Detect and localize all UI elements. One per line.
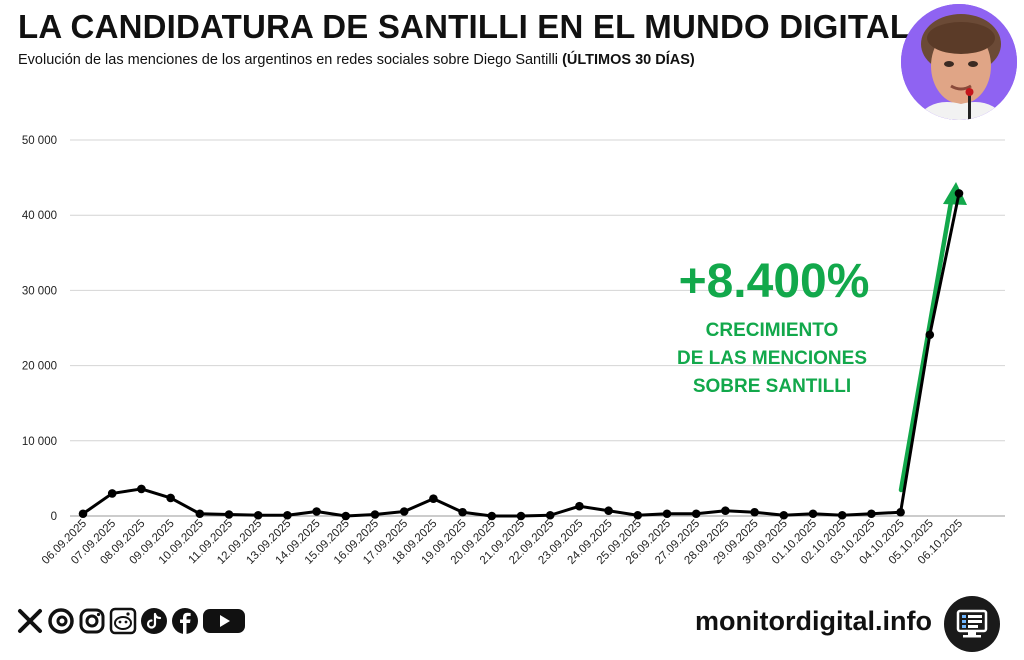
- data-point: [662, 509, 672, 519]
- data-point: [837, 510, 847, 520]
- data-point: [253, 510, 263, 520]
- data-point: [78, 509, 88, 519]
- facebook-icon[interactable]: [171, 607, 199, 635]
- data-point: [137, 484, 146, 494]
- x-axis-ticks: 06.09.202507.09.202508.09.202509.09.2025…: [40, 518, 965, 567]
- y-tick-label: 10 000: [22, 436, 57, 448]
- data-points: [78, 189, 964, 521]
- instagram-icon[interactable]: [78, 607, 106, 635]
- data-point: [925, 330, 935, 340]
- data-point: [487, 511, 497, 521]
- site-url[interactable]: monitordigital.info: [695, 606, 932, 636]
- y-tick-label: 20 000: [22, 361, 57, 373]
- data-point: [166, 493, 175, 503]
- data-point: [779, 510, 789, 520]
- data-point: [370, 510, 380, 519]
- data-point: [750, 507, 759, 517]
- y-tick-label: 50 000: [22, 135, 57, 147]
- grid-lines: [70, 139, 1005, 517]
- page-title: LA CANDIDATURA DE SANTILLI EN EL MUNDO D…: [18, 8, 911, 45]
- data-point: [545, 510, 555, 520]
- social-icons: [16, 607, 246, 635]
- arrow-shaft: [898, 199, 954, 493]
- data-point: [107, 489, 117, 498]
- data-point: [341, 511, 351, 521]
- data-point: [633, 510, 643, 520]
- data-point: [867, 509, 876, 519]
- reddit-icon[interactable]: [109, 607, 137, 635]
- data-point: [516, 511, 526, 521]
- growth-percentage: +8.400%: [679, 255, 870, 308]
- y-tick-label: 0: [51, 511, 57, 523]
- page-subtitle: Evolución de las menciones de los argent…: [18, 52, 695, 68]
- data-point: [399, 507, 409, 516]
- growth-caption-line2: DE LAS MENCIONES: [677, 348, 867, 369]
- x-icon[interactable]: [16, 607, 44, 635]
- candidate-avatar: [901, 4, 1017, 120]
- data-point: [954, 189, 964, 198]
- data-point: [224, 510, 234, 519]
- y-axis-ticks: 0 10 000 20 000 30 000 40 000 50 000: [22, 135, 57, 523]
- threads-icon[interactable]: [47, 607, 75, 635]
- data-point: [721, 506, 730, 516]
- growth-annotation: +8.400% CRECIMIENTO DE LAS MENCIONES SOBRE …: [677, 255, 869, 397]
- growth-caption-line3: SOBRE SANTILLI: [693, 376, 851, 397]
- subtitle-text: Evolución de las menciones de los argent…: [18, 52, 559, 68]
- y-tick-label: 30 000: [22, 285, 57, 297]
- data-point: [458, 507, 467, 517]
- data-point: [195, 509, 205, 519]
- data-point: [604, 506, 613, 516]
- tiktok-icon[interactable]: [140, 607, 168, 635]
- youtube-icon[interactable]: [202, 607, 246, 635]
- data-point: [896, 507, 905, 517]
- data-point: [312, 507, 321, 516]
- line-chart: 0 10 000 20 000 30 000 40 000 50 000 06.09.20…: [22, 135, 1005, 567]
- subtitle-period: (ÚLTIMOS 30 DÍAS): [562, 52, 695, 68]
- data-point: [691, 509, 701, 519]
- growth-caption-line1: CRECIMIENTO: [706, 320, 839, 341]
- y-tick-label: 40 000: [22, 210, 57, 222]
- data-point: [808, 509, 818, 519]
- data-point: [575, 501, 584, 511]
- monitor-screen-icon: [944, 596, 1000, 652]
- data-point: [429, 494, 438, 504]
- data-point: [283, 510, 292, 520]
